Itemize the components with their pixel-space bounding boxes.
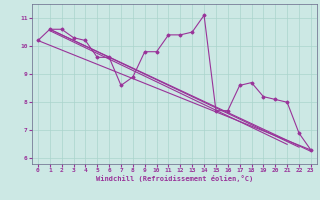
X-axis label: Windchill (Refroidissement éolien,°C): Windchill (Refroidissement éolien,°C): [96, 175, 253, 182]
